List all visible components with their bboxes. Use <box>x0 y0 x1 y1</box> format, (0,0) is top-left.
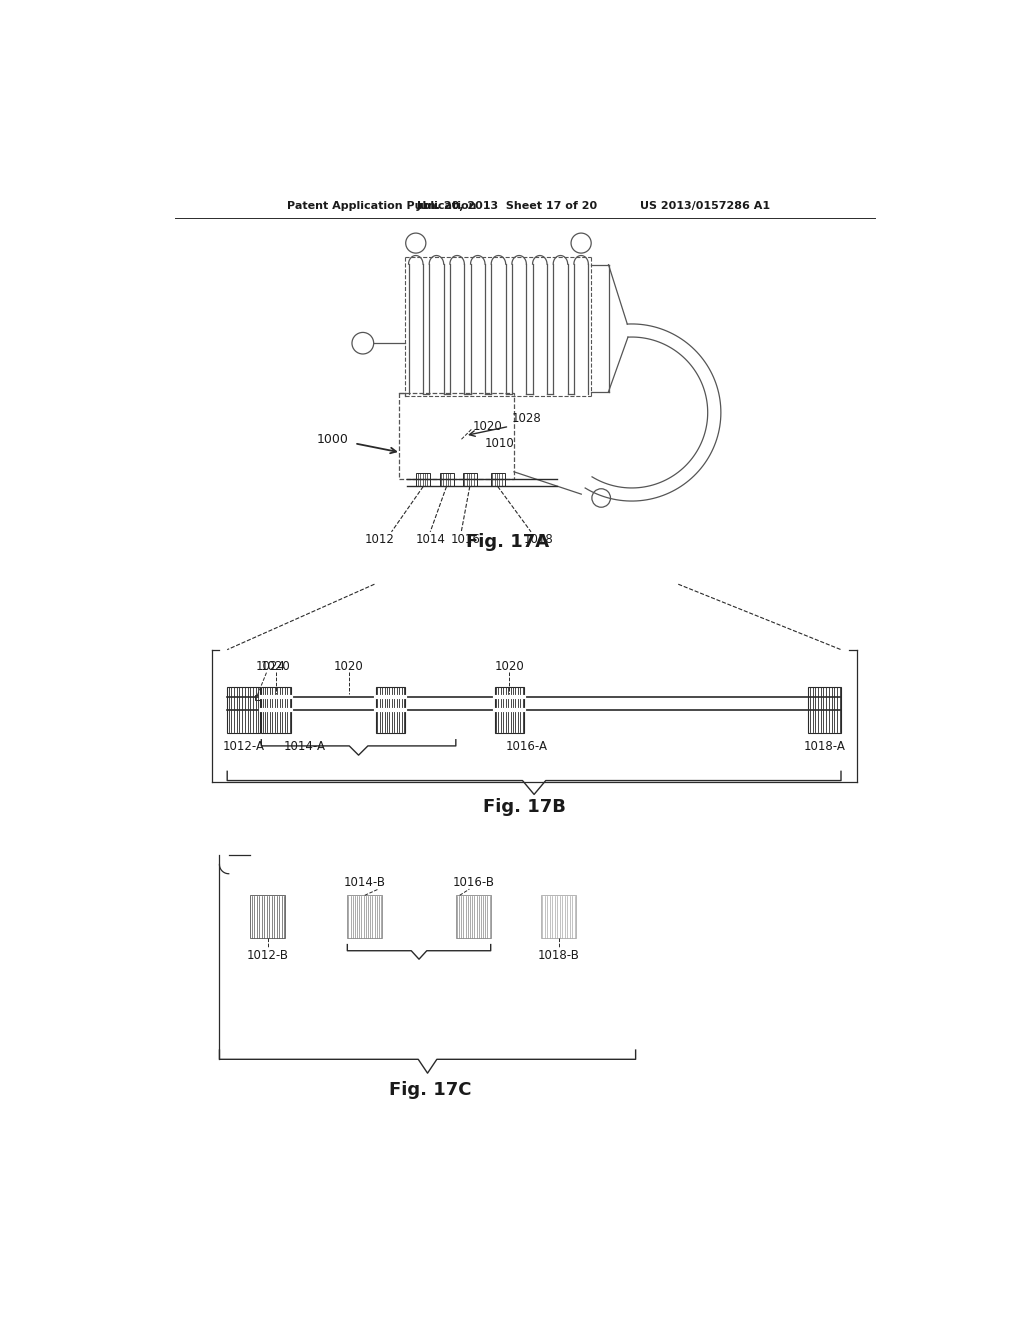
Text: 1012-A: 1012-A <box>222 741 264 754</box>
Bar <box>399 393 514 479</box>
Text: 1012: 1012 <box>365 533 395 546</box>
Bar <box>495 686 524 733</box>
Text: Fig. 17B: Fig. 17B <box>483 797 566 816</box>
Bar <box>417 473 430 487</box>
Text: 1018: 1018 <box>524 533 554 546</box>
Text: 1020: 1020 <box>334 660 364 673</box>
Text: Fig. 17C: Fig. 17C <box>389 1081 471 1100</box>
Text: 1010: 1010 <box>484 437 514 450</box>
Bar <box>347 895 382 939</box>
Bar <box>251 895 286 939</box>
Bar <box>227 686 260 733</box>
Text: 1018-B: 1018-B <box>538 949 580 962</box>
Text: 1016-B: 1016-B <box>453 876 495 890</box>
Bar <box>809 686 841 733</box>
Bar <box>261 686 291 733</box>
Text: 1000: 1000 <box>317 433 349 446</box>
Text: US 2013/0157286 A1: US 2013/0157286 A1 <box>640 201 770 211</box>
Bar <box>463 473 477 487</box>
Bar <box>456 895 490 939</box>
Bar <box>255 696 260 701</box>
Bar <box>376 686 406 733</box>
Text: 1014: 1014 <box>416 533 445 546</box>
Text: 1028: 1028 <box>512 412 542 425</box>
Bar <box>541 895 575 939</box>
Text: 1020: 1020 <box>495 660 524 673</box>
Text: Fig. 17A: Fig. 17A <box>466 533 549 550</box>
Text: 1020: 1020 <box>261 660 291 673</box>
Text: 1012-B: 1012-B <box>247 949 289 962</box>
Text: Jun. 20, 2013  Sheet 17 of 20: Jun. 20, 2013 Sheet 17 of 20 <box>417 201 597 211</box>
Text: 1020: 1020 <box>473 420 503 433</box>
Text: 1014-B: 1014-B <box>344 876 386 890</box>
Text: 1024: 1024 <box>256 660 286 673</box>
Text: 1016-A: 1016-A <box>506 741 548 754</box>
Bar <box>439 473 454 487</box>
Text: 1018-A: 1018-A <box>804 741 846 754</box>
Text: 1014-A: 1014-A <box>284 741 326 754</box>
Text: Patent Application Publication: Patent Application Publication <box>287 201 476 211</box>
Text: 1016: 1016 <box>451 533 480 546</box>
Bar <box>490 473 505 487</box>
